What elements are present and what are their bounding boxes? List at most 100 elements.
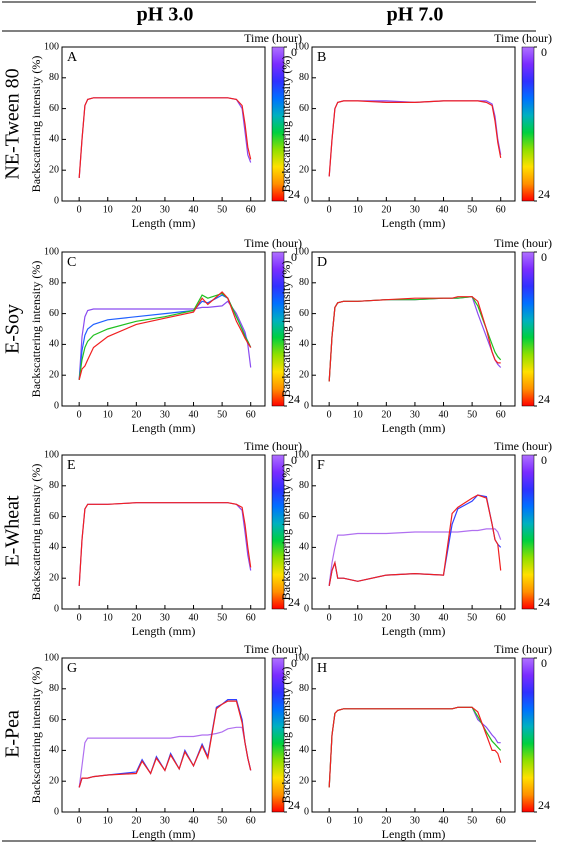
- colorbar: [521, 251, 535, 407]
- y-tick-label: 0: [54, 603, 59, 614]
- plot-frame: [311, 46, 516, 202]
- x-tick-label: 50: [467, 409, 477, 420]
- y-tick-label: 100: [294, 41, 309, 52]
- y-tick-label: 60: [49, 714, 59, 725]
- data-line: [328, 528, 502, 585]
- panel-letter: G: [67, 661, 77, 676]
- panel-letter: B: [317, 50, 326, 65]
- x-tick-label: 10: [353, 612, 363, 623]
- colorbar-title: Time (hour): [494, 236, 552, 250]
- x-tick-label: 30: [160, 409, 170, 420]
- y-tick-label: 0: [304, 603, 309, 614]
- y-tick-label: 20: [49, 775, 59, 786]
- colorbar-title: Time (hour): [244, 439, 302, 453]
- row-label: E-Wheat: [2, 495, 24, 567]
- colorbar-tick-label: 0: [541, 250, 547, 264]
- x-tick-label: 60: [496, 409, 506, 420]
- x-tick-label: 20: [381, 204, 391, 215]
- plot-frame: [311, 251, 516, 407]
- colorbar-tick-label: 24: [288, 595, 300, 609]
- y-axis-label: Backscattering intensity (%): [29, 56, 43, 193]
- x-tick-label: 30: [410, 204, 420, 215]
- panel-letter: A: [67, 50, 78, 65]
- x-tick-label: 40: [439, 204, 449, 215]
- y-axis-label: Backscattering intensity (%): [279, 56, 293, 193]
- y-tick-label: 80: [49, 277, 59, 288]
- x-tick-label: 0: [77, 409, 82, 420]
- x-tick-label: 60: [246, 815, 256, 826]
- x-axis-label: Length (mm): [382, 216, 446, 230]
- x-axis-label: Length (mm): [132, 827, 196, 841]
- colorbar-tick-label: 24: [538, 595, 550, 609]
- colorbar-tick-label: 24: [538, 798, 550, 812]
- data-line: [78, 502, 252, 586]
- y-tick-label: 80: [49, 480, 59, 491]
- x-tick-label: 20: [381, 612, 391, 623]
- x-tick-label: 10: [103, 409, 113, 420]
- data-line: [328, 706, 502, 788]
- data-line: [328, 494, 502, 587]
- colorbar-tick-label: 24: [538, 392, 550, 406]
- x-tick-label: 50: [467, 204, 477, 215]
- plot-area: [328, 706, 502, 788]
- y-tick-label: 0: [54, 806, 59, 817]
- panel-letter: C: [67, 255, 76, 270]
- x-tick-label: 10: [103, 815, 113, 826]
- colorbar-title: Time (hour): [244, 642, 302, 656]
- x-tick-label: 50: [467, 612, 477, 623]
- x-tick-label: 0: [77, 815, 82, 826]
- y-tick-label: 80: [49, 72, 59, 83]
- data-line: [328, 296, 502, 382]
- x-tick-label: 0: [77, 612, 82, 623]
- data-line: [328, 706, 501, 788]
- x-tick-label: 30: [410, 815, 420, 826]
- colorbar: [271, 251, 285, 407]
- plot-area: [78, 698, 252, 788]
- y-tick-label: 20: [299, 775, 309, 786]
- x-tick-label: 10: [353, 204, 363, 215]
- panel-letter: F: [317, 458, 325, 473]
- x-tick-label: 30: [160, 612, 170, 623]
- x-tick-label: 40: [439, 815, 449, 826]
- x-tick-label: 50: [217, 409, 227, 420]
- x-tick-label: 30: [160, 815, 170, 826]
- data-line: [78, 698, 252, 788]
- colorbar-title: Time (hour): [494, 642, 552, 656]
- plot-area: [78, 502, 252, 586]
- y-tick-label: 80: [299, 480, 309, 491]
- x-tick-label: 40: [439, 409, 449, 420]
- colorbar-title: Time (hour): [494, 439, 552, 453]
- x-tick-label: 50: [217, 815, 227, 826]
- plot-frame: [61, 657, 266, 813]
- y-tick-label: 80: [49, 683, 59, 694]
- y-tick-label: 0: [304, 400, 309, 411]
- plot-area: [78, 291, 252, 380]
- x-tick-label: 50: [467, 815, 477, 826]
- y-tick-label: 40: [299, 339, 309, 350]
- y-axis-label: Backscattering intensity (%): [279, 667, 293, 804]
- y-tick-label: 100: [294, 449, 309, 460]
- x-axis-label: Length (mm): [132, 216, 196, 230]
- y-tick-label: 60: [299, 714, 309, 725]
- y-tick-label: 20: [299, 164, 309, 175]
- x-tick-label: 0: [327, 815, 332, 826]
- y-tick-label: 100: [44, 652, 59, 663]
- y-tick-label: 60: [49, 511, 59, 522]
- y-tick-label: 20: [299, 572, 309, 583]
- x-tick-label: 30: [410, 409, 420, 420]
- y-tick-label: 40: [299, 134, 309, 145]
- x-tick-label: 20: [131, 204, 141, 215]
- y-tick-label: 100: [44, 246, 59, 257]
- row-label: NE-Tween 80: [2, 68, 24, 179]
- x-tick-label: 30: [410, 612, 420, 623]
- y-axis-label: Backscattering intensity (%): [279, 261, 293, 398]
- x-axis-label: Length (mm): [382, 827, 446, 841]
- x-tick-label: 10: [103, 612, 113, 623]
- y-tick-label: 80: [299, 683, 309, 694]
- y-tick-label: 60: [49, 308, 59, 319]
- x-tick-label: 60: [496, 612, 506, 623]
- y-tick-label: 20: [49, 572, 59, 583]
- y-tick-label: 60: [49, 103, 59, 114]
- y-tick-label: 0: [54, 400, 59, 411]
